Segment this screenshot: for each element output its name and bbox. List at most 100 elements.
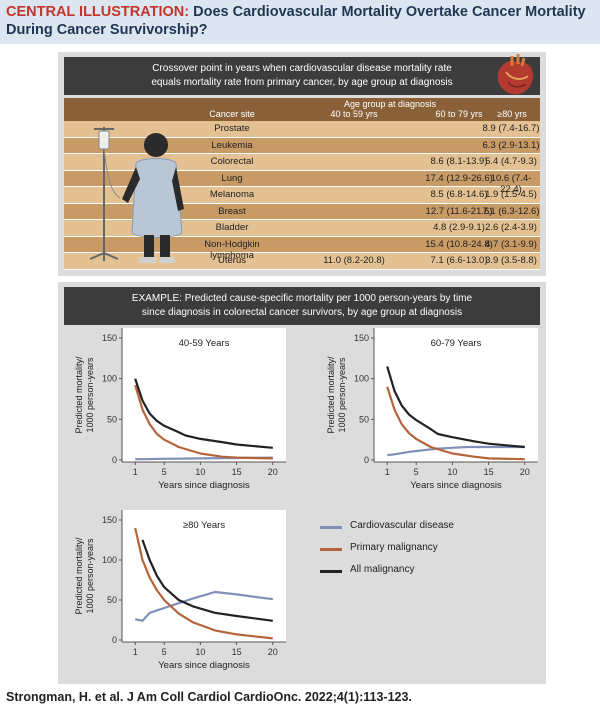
table-row: Colorectal 8.6 (8.1-13.9) 5.4 (4.7-9.3): [64, 154, 540, 171]
citation: Strongman, H. et al. J Am Coll Cardiol C…: [6, 690, 412, 704]
y-tick-label: 50: [107, 414, 117, 424]
legend-item-all: All malignancy: [320, 564, 520, 586]
y-tick-label: 100: [102, 374, 117, 384]
cancer-site-cell: Lung: [221, 172, 243, 184]
legend-item-cardiovascular: Cardiovascular disease: [320, 520, 520, 542]
banner-question: Does Cardiovascular Mortality Overtake C…: [6, 4, 586, 38]
y-axis-label: 1000 person-years: [337, 357, 347, 433]
age-group-caption: Age group at diagnosis: [344, 99, 437, 109]
example-header-line2: since diagnosis in colorectal cancer sur…: [141, 307, 463, 318]
x-tick-label: 5: [162, 467, 167, 477]
crossover-table: Age group at diagnosis Cancer site 40 to …: [64, 98, 540, 270]
crossover-cell: 1.9 (1.5-4.5): [485, 189, 537, 200]
column-header-1: 40 to 59 yrs: [330, 109, 378, 119]
x-tick-label: 15: [232, 647, 242, 657]
chart-title: 60-79 Years: [431, 338, 482, 349]
crossover-cell: 11.0 (8.2-20.8): [323, 255, 385, 266]
crossover-cell: 4.8 (2.9-9.1): [433, 222, 485, 233]
cancer-site-cell: Uterus: [218, 255, 246, 266]
legend-item-primary: Primary malignancy: [320, 542, 520, 564]
crossover-cell: 7.1 (6.3-12.6): [482, 205, 540, 217]
series-line-primary-malignancy: [134, 527, 273, 640]
cancer-site-cell: Colorectal: [210, 156, 254, 167]
y-tick-label: 150: [102, 515, 117, 525]
x-tick-label: 15: [484, 467, 494, 477]
cancer-site-cell: Melanoma: [209, 189, 255, 200]
column-header-0: Cancer site: [209, 109, 255, 119]
legend: Cardiovascular disease Primary malignanc…: [320, 520, 520, 586]
cancer-site-cell: Bladder: [215, 222, 249, 233]
y-tick-label: 150: [102, 333, 117, 343]
x-tick-label: 20: [268, 467, 278, 477]
crossover-cell: 2.6 (2.4-3.9): [485, 222, 537, 233]
y-axis-label: Predicted mortality/: [74, 356, 84, 434]
y-tick-label: 0: [112, 635, 117, 645]
chart-title: ≥80 Years: [183, 520, 225, 531]
crossover-header: Crossover point in years when cardiovasc…: [64, 57, 540, 95]
table-row: Non-Hodgkin lymphoma 15.4 (10.8-24.8) 4.7 …: [64, 236, 540, 261]
series-line-all-malignancy: [141, 539, 273, 622]
banner-title: CENTRAL ILLUSTRATION: Does Cardiovascula…: [6, 3, 596, 39]
x-tick-label: 1: [385, 467, 390, 477]
y-axis-label: 1000 person-years: [85, 357, 95, 433]
legend-swatch-cardiovascular: [320, 526, 342, 529]
crossover-cell: 6.3 (2.9-13.1): [482, 139, 540, 151]
crossover-cell: 8.5 (6.8-14.6): [430, 189, 488, 200]
x-tick-label: 20: [520, 467, 530, 477]
y-tick-label: 100: [102, 555, 117, 565]
banner: CENTRAL ILLUSTRATION: Does Cardiovascula…: [0, 0, 600, 44]
banner-lead: CENTRAL ILLUSTRATION:: [6, 4, 190, 20]
column-header-2: 60 to 79 yrs: [435, 109, 483, 119]
x-tick-label: 5: [414, 467, 419, 477]
heart-icon: [497, 54, 534, 95]
table-row: Prostate 8.9 (7.4-16.7): [64, 121, 540, 138]
example-header-line1: EXAMPLE: Predicted cause-specific mortal…: [131, 293, 473, 304]
crossover-cell: 10.6 (7.4-22.4): [490, 172, 532, 195]
y-axis-label: 1000 person-years: [85, 538, 95, 614]
series-line-primary-malignancy: [134, 384, 273, 460]
crossover-cell: 5.4 (4.7-9.3): [485, 156, 537, 167]
crossover-cell: 8.9 (7.4-16.7): [482, 123, 540, 134]
cancer-site-cell: Leukemia: [211, 139, 253, 151]
crossover-header-line1: Crossover point in years when cardiovasc…: [152, 63, 452, 74]
series-line-all-malignancy: [386, 366, 525, 449]
crossover-cell: 8.6 (8.1-13.9): [430, 156, 488, 167]
column-header-3: ≥80 yrs: [497, 109, 527, 119]
series-line-cardiovascular-disease: [134, 590, 273, 622]
y-tick-label: 150: [354, 333, 369, 343]
x-tick-label: 1: [133, 467, 138, 477]
x-tick-label: 10: [195, 467, 205, 477]
x-axis-label: Years since diagnosis: [158, 480, 250, 491]
x-axis-label: Years since diagnosis: [158, 660, 250, 671]
y-tick-label: 50: [107, 595, 117, 605]
x-axis-label: Years since diagnosis: [410, 480, 502, 491]
series-line-primary-malignancy: [386, 386, 525, 461]
y-tick-label: 100: [354, 374, 369, 384]
chart-plot-area: [374, 328, 538, 462]
legend-label-cardiovascular: Cardiovascular disease: [350, 520, 454, 531]
crossover-cell: 15.4 (10.8-24.8): [425, 238, 493, 250]
cancer-site-cell: Prostate: [214, 123, 250, 134]
crossover-cell: 17.4 (12.9-26.6): [425, 172, 493, 184]
crossover-cell: 4.7 (3.1-9.9): [485, 238, 537, 250]
legend-label-all: All malignancy: [350, 564, 415, 575]
x-tick-label: 10: [447, 467, 457, 477]
crossover-cell: 3.9 (3.5-8.8): [485, 255, 537, 266]
table-row: Lung 17.4 (12.9-26.6) 10.6 (7.4-22.4): [64, 170, 540, 195]
legend-swatch-all: [320, 570, 342, 573]
cancer-site-cell: Breast: [218, 205, 246, 217]
example-panel: EXAMPLE: Predicted cause-specific mortal…: [58, 282, 546, 684]
crossover-cell: 7.1 (6.6-13.0): [430, 255, 488, 266]
crossover-cell: 12.7 (11.6-21.6): [425, 205, 493, 217]
x-tick-label: 20: [268, 647, 278, 657]
legend-label-primary: Primary malignancy: [350, 542, 438, 553]
table-row: Uterus 11.0 (8.2-20.8) 7.1 (6.6-13.0) 3.9 (…: [64, 253, 540, 270]
series-line-all-malignancy: [134, 378, 273, 449]
x-tick-label: 10: [195, 647, 205, 657]
chart-title: 40-59 Years: [179, 338, 230, 349]
patient-with-iv-illustration: [89, 127, 184, 263]
table-header-band: Age group at diagnosis Cancer site 40 to …: [64, 98, 540, 121]
y-tick-label: 50: [359, 414, 369, 424]
crossover-panel: Crossover point in years when cardiovasc…: [58, 52, 546, 276]
